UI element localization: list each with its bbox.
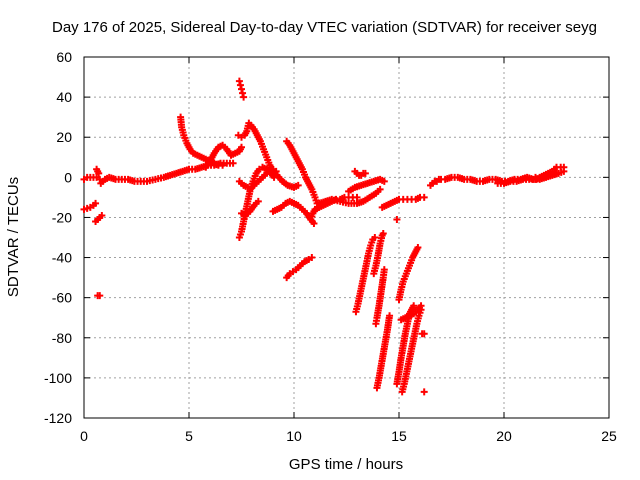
data-point — [420, 388, 428, 396]
data-point — [95, 169, 103, 177]
y-tick-label: -120 — [44, 410, 72, 426]
axis-ticks: 0 5 10 15 20 25 -120 -100 -80 -60 -40 -20 0 20 40 60 — [44, 49, 617, 444]
data-point — [96, 292, 104, 300]
data-point — [254, 197, 262, 205]
data-point — [238, 85, 245, 93]
x-tick-label: 0 — [80, 428, 88, 444]
x-axis-label: GPS time / hours — [289, 456, 403, 473]
data-point — [294, 181, 302, 189]
y-tick-label: 60 — [56, 49, 72, 65]
data-point — [308, 254, 316, 262]
x-tick-label: 5 — [185, 428, 193, 444]
data-point — [236, 81, 244, 89]
x-tick-label: 25 — [601, 428, 617, 444]
data-point — [229, 159, 237, 167]
data-point — [417, 306, 425, 314]
data-point — [550, 169, 558, 177]
y-tick-label: -20 — [52, 209, 72, 225]
x-tick-label: 15 — [391, 428, 407, 444]
data-point — [386, 312, 394, 320]
y-tick-label: -40 — [52, 250, 72, 266]
x-tick-label: 20 — [496, 428, 512, 444]
chart-title: Day 176 of 2025, Sidereal Day-to-day VTE… — [52, 19, 597, 36]
y-tick-label: -60 — [52, 290, 72, 306]
data-point — [410, 302, 418, 310]
data-point — [560, 163, 568, 171]
data-point — [379, 229, 387, 237]
data-point — [414, 244, 422, 252]
data-point — [361, 169, 369, 177]
y-tick-label: -100 — [44, 370, 72, 386]
data-point — [420, 193, 428, 201]
y-tick-label: 0 — [64, 169, 72, 185]
data-point — [393, 215, 401, 223]
data-points — [80, 77, 568, 396]
x-tick-label: 10 — [286, 428, 302, 444]
data-point — [92, 199, 100, 207]
data-point — [376, 185, 384, 193]
plot-frame — [83, 56, 610, 419]
y-tick-label: -80 — [52, 330, 72, 346]
data-point — [98, 211, 106, 219]
data-point — [239, 89, 247, 97]
data-point — [310, 219, 318, 227]
data-point — [238, 143, 245, 151]
data-point — [240, 93, 248, 101]
data-point — [353, 193, 361, 201]
data-point — [235, 77, 243, 85]
data-point — [420, 330, 428, 338]
y-tick-label: 20 — [56, 129, 72, 145]
y-axis-label: SDTVAR / TECUs — [5, 177, 22, 297]
data-point — [380, 177, 388, 185]
data-point — [380, 266, 388, 274]
y-tick-label: 40 — [56, 89, 72, 105]
data-point — [371, 234, 379, 241]
grid-lines — [84, 57, 609, 418]
data-point — [219, 161, 227, 169]
data-point — [272, 167, 280, 175]
